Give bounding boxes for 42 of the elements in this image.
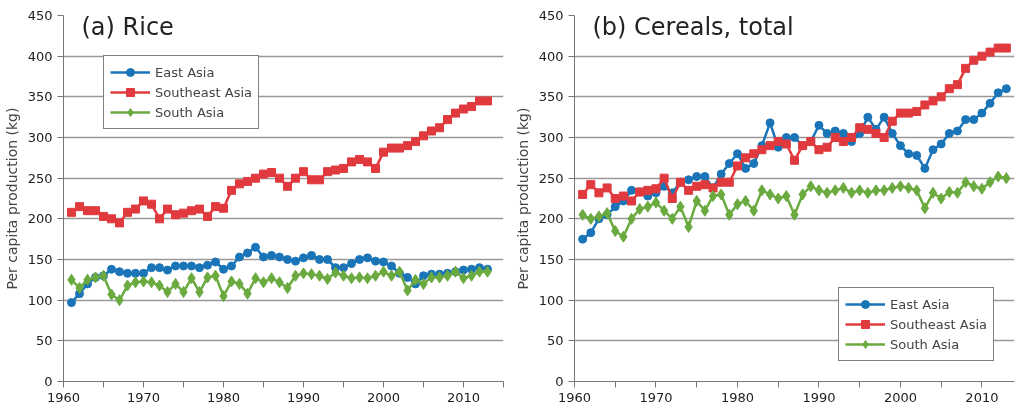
y-tick-label: 150 <box>538 252 564 267</box>
y-tick-label: 100 <box>27 292 53 308</box>
y-axis-title: Per capita production (kg) <box>514 107 531 290</box>
y-tick-label: 400 <box>538 48 564 64</box>
x-tick-label: 1970 <box>126 389 161 404</box>
y-tick-label: 100 <box>538 292 564 308</box>
y-tick-label: 200 <box>27 211 53 227</box>
chart-title: (b) Cereals, total <box>592 12 794 41</box>
y-tick-label: 300 <box>538 130 564 145</box>
legend-label: South Asia <box>155 104 225 120</box>
y-tick-label: 250 <box>538 170 564 186</box>
y-tick-label: 400 <box>27 48 53 64</box>
x-tick-label: 1980 <box>720 389 755 404</box>
chart-title: (a) Rice <box>81 12 174 41</box>
y-tick-label: 350 <box>538 89 564 105</box>
y-tick-label: 200 <box>538 211 564 227</box>
y-tick-label: 50 <box>35 333 53 349</box>
x-tick-label: 2010 <box>965 389 999 404</box>
x-tick-label: 2010 <box>446 389 481 404</box>
x-tick-label: 1960 <box>557 389 592 404</box>
y-tick-label: 300 <box>27 130 53 145</box>
legend-label: East Asia <box>155 64 215 80</box>
x-tick-label: 2000 <box>883 389 917 404</box>
y-tick-label: 350 <box>27 89 53 105</box>
legend-label: South Asia <box>890 336 960 352</box>
x-tick-label: 1970 <box>639 389 673 404</box>
legend-label: Southeast Asia <box>155 84 252 100</box>
legend-label: Southeast Asia <box>890 316 987 332</box>
y-tick-label: 0 <box>44 374 53 389</box>
x-tick-label: 2000 <box>366 389 401 404</box>
x-tick-label: 1990 <box>802 389 836 404</box>
y-tick-label: 450 <box>538 8 564 23</box>
x-tick-label: 1990 <box>286 389 321 404</box>
y-tick-label: 150 <box>27 252 53 267</box>
x-tick-label: 1960 <box>46 389 81 404</box>
y-tick-label: 250 <box>27 170 53 186</box>
y-tick-label: 0 <box>555 374 564 389</box>
legend-label: East Asia <box>890 296 950 312</box>
y-tick-label: 450 <box>27 8 53 23</box>
x-tick-label: 1980 <box>206 389 241 404</box>
y-tick-label: 50 <box>546 333 564 349</box>
y-axis-title: Per capita production (kg) <box>3 107 20 290</box>
